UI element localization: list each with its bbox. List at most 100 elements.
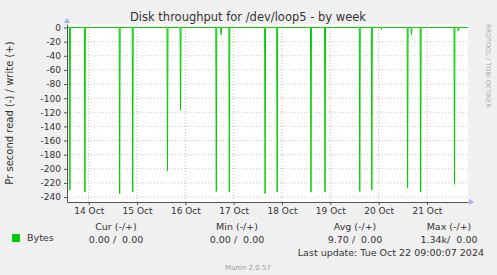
x-axis: 14 Oct 15 Oct 16 Oct 17 Oct 18 Oct 19 Oct 20 O… (68, 202, 469, 216)
grid-line-x (378, 24, 379, 202)
y-tick-label: -140 (41, 122, 62, 132)
grid-line-x (233, 24, 234, 202)
y-tick-label: 0 (55, 23, 61, 33)
y-tick: -120 (41, 108, 67, 118)
side-text: RRDTOOL / TOBI OETIKER (484, 24, 492, 108)
x-tick-label: 21 Oct (412, 206, 442, 216)
y-axis-title: Pr second read (-) / write (+) (4, 41, 15, 184)
x-axis-line (68, 202, 469, 203)
x-tick: 20 Oct (364, 202, 394, 216)
x-tick-label: 16 Oct (171, 206, 201, 216)
y-tick-mark (64, 169, 67, 170)
x-tick: 15 Oct (123, 202, 153, 216)
x-tick: 16 Oct (171, 202, 201, 216)
y-tick: -20 (46, 37, 67, 47)
y-axis-line (67, 25, 68, 203)
x-tick: 14 Oct (74, 202, 104, 216)
y-tick-mark (64, 141, 67, 142)
x-tick-mark (282, 202, 283, 205)
y-tick: -200 (41, 164, 67, 174)
legend-label: Bytes (27, 232, 54, 243)
y-tick: -220 (41, 178, 67, 188)
y-tick-mark (64, 56, 67, 57)
x-tick-mark (330, 202, 331, 205)
y-tick: -80 (46, 79, 67, 89)
x-tick-mark (137, 202, 138, 205)
y-tick-mark (64, 84, 67, 85)
x-tick: 18 Oct (268, 202, 298, 216)
x-tick-label: 19 Oct (316, 206, 346, 216)
y-tick-mark (64, 183, 67, 184)
grid-line-x (426, 24, 427, 202)
x-arrow (469, 199, 474, 205)
stats-header: Max (-/+) (427, 221, 472, 232)
y-tick: -140 (41, 122, 67, 132)
chart: 14 Oct 15 Oct 16 Oct 17 Oct 18 Oct 19 Oct 20 O… (0, 0, 497, 275)
x-tick: 19 Oct (316, 202, 346, 216)
stats-value: 0.00 / 0.00 (89, 234, 144, 245)
y-tick-label: -200 (41, 164, 62, 174)
x-tick-mark (379, 202, 380, 205)
y-tick: 0 (55, 23, 67, 33)
y-tick-mark (64, 70, 67, 71)
stats-value: 9.70 / 0.00 (328, 234, 383, 245)
last-update: Last update: Tue Oct 22 09:00:07 2024 (298, 247, 484, 258)
y-tick: -40 (46, 51, 67, 61)
y-tick-label: -180 (41, 150, 62, 160)
legend: Bytes (12, 232, 54, 243)
series-line (67, 28, 468, 194)
credit: Munin 2.0.57 (225, 264, 271, 272)
x-tick-mark (427, 202, 428, 205)
grid-line-x (330, 24, 331, 202)
y-tick-mark (64, 112, 67, 113)
x-tick-label: 14 Oct (74, 206, 104, 216)
x-tick-label: 17 Oct (219, 206, 249, 216)
stats-header: Cur (-/+) (95, 221, 137, 232)
y-tick-label: -20 (46, 37, 61, 47)
y-tick-mark (64, 126, 67, 127)
y-tick-mark (64, 28, 67, 29)
y-tick-label: -160 (41, 136, 62, 146)
x-tick-label: 20 Oct (364, 206, 394, 216)
stats-value: 1.34k/ 0.00 (420, 234, 477, 245)
grid-line-x (281, 24, 282, 202)
x-tick-mark (89, 202, 90, 205)
grid-line-x (88, 24, 89, 202)
y-tick-label: -220 (41, 178, 62, 188)
y-tick-label: -60 (46, 65, 61, 75)
title: Disk throughput for /dev/loop5 - by week (130, 10, 366, 24)
y-tick: -240 (41, 192, 67, 202)
legend-swatch (12, 234, 20, 242)
grid (67, 24, 468, 202)
y-tick-mark (64, 42, 67, 43)
y-tick: -180 (41, 150, 67, 160)
y-tick: -100 (41, 94, 67, 104)
data-layer (67, 28, 468, 194)
stats-header: Min (-/+) (216, 221, 258, 232)
y-tick-mark (64, 98, 67, 99)
grid-line-x (185, 24, 186, 202)
stats: Cur (-/+) Min (-/+) Avg (-/+) Max (-/+) 0.00… (89, 221, 478, 245)
stats-header: Avg (-/+) (334, 221, 377, 232)
y-tick: -60 (46, 65, 67, 75)
y-tick-mark (64, 155, 67, 156)
grid-line-x (137, 24, 138, 202)
stats-value: 0.00 / 0.00 (210, 234, 265, 245)
x-tick-label: 15 Oct (123, 206, 153, 216)
y-tick-label: -240 (41, 192, 62, 202)
y-axis: 0 -20 -40 -60 -80 -100 -120 -140 -160 -180 -200 -22… (41, 23, 68, 203)
x-tick-mark (185, 202, 186, 205)
y-tick: -160 (41, 136, 67, 146)
grid-line-y (67, 197, 468, 198)
y-tick-label: -80 (46, 79, 61, 89)
y-tick-mark (64, 197, 67, 198)
plot-area (67, 24, 468, 202)
background (0, 0, 497, 275)
y-tick-label: -40 (46, 51, 61, 61)
x-tick-mark (234, 202, 235, 205)
x-tick-label: 18 Oct (268, 206, 298, 216)
x-tick: 21 Oct (412, 202, 442, 216)
y-arrow (64, 18, 70, 23)
x-tick: 17 Oct (219, 202, 249, 216)
y-tick-label: -100 (41, 94, 62, 104)
